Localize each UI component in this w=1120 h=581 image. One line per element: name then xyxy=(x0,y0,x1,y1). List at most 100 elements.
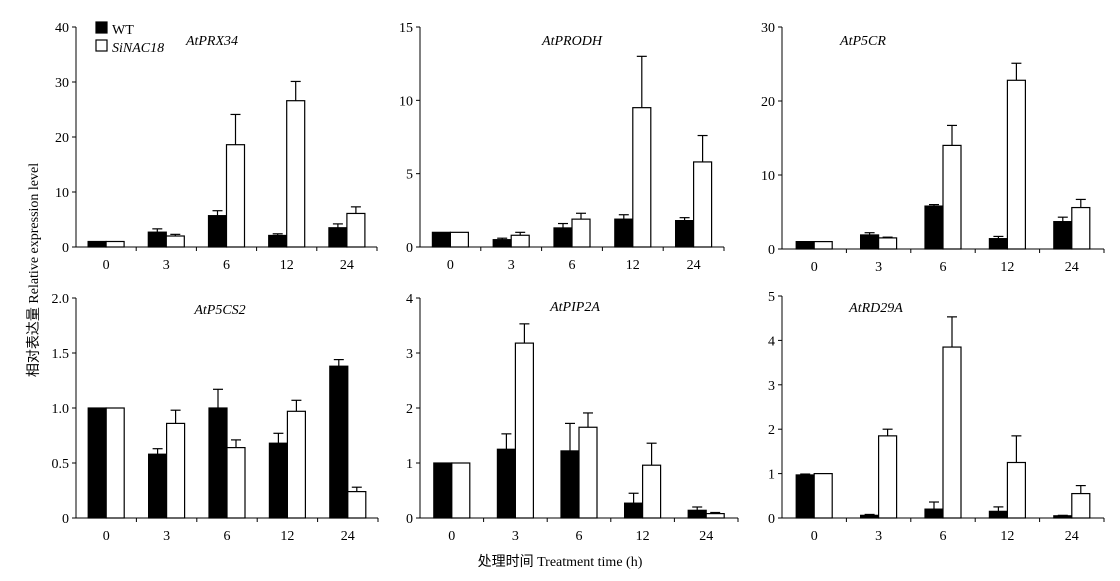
legend-label-wt: WT xyxy=(112,23,134,38)
chart-title: AtPIP2A xyxy=(549,300,600,315)
bar-sinac18 xyxy=(1006,461,1027,519)
bar-sinac18 xyxy=(632,107,652,248)
chart-panel: 0 0.5 1.0 1.5 2.0 0 3 6 12 24 AtP5CS2 xyxy=(52,292,379,544)
bar-wt xyxy=(492,239,512,248)
bar-wt xyxy=(329,365,349,519)
bar-wt xyxy=(207,215,228,248)
bar-wt xyxy=(924,508,944,519)
x-tick-label: 0 xyxy=(811,260,818,275)
bar-wt xyxy=(148,453,168,519)
y-tick-label: 30 xyxy=(55,76,69,91)
chart-panel: 0 10 20 30 40 0 3 6 12 24 AtPRX34 xyxy=(55,21,378,273)
chart-title: AtP5CS2 xyxy=(193,303,245,318)
y-tick-label: 40 xyxy=(55,21,69,36)
y-tick-label: 10 xyxy=(55,186,69,201)
x-tick-label: 12 xyxy=(636,529,650,544)
bar-wt xyxy=(795,241,815,250)
y-tick-label: 0 xyxy=(62,512,69,527)
x-tick-label: 24 xyxy=(341,529,355,544)
y-tick-label: 1 xyxy=(406,457,413,472)
y-tick-label: 0 xyxy=(406,241,413,256)
bar-sinac18 xyxy=(877,237,898,250)
x-tick-label: 24 xyxy=(1065,529,1079,544)
bar-sinac18 xyxy=(1071,206,1091,250)
y-tick-label: 4 xyxy=(406,292,413,307)
y-tick-label: 0 xyxy=(768,243,775,258)
x-tick-label: 6 xyxy=(576,529,583,544)
chart-panel: 0 10 20 30 0 3 6 12 24 AtP5CR xyxy=(761,21,1105,275)
bar-sinac18 xyxy=(226,447,246,519)
x-tick-label: 24 xyxy=(340,258,354,273)
bar-sinac18 xyxy=(571,218,591,248)
bar-wt xyxy=(553,227,573,248)
bar-sinac18 xyxy=(510,234,530,248)
bar-wt xyxy=(1053,515,1073,519)
bar-sinac18 xyxy=(105,407,125,519)
bar-sinac18 xyxy=(1071,492,1091,519)
bar-wt xyxy=(988,238,1009,250)
y-tick-label: 20 xyxy=(761,95,775,110)
bar-sinac18 xyxy=(1006,79,1027,250)
x-tick-label: 6 xyxy=(940,260,947,275)
y-tick-label: 1.0 xyxy=(52,402,70,417)
bar-wt xyxy=(988,510,1009,519)
chart-title: AtP5CR xyxy=(839,34,886,49)
chart-title: AtPRODH xyxy=(541,34,603,49)
bar-sinac18 xyxy=(692,161,713,248)
legend-swatch-wt xyxy=(95,21,108,34)
bar-sinac18 xyxy=(578,426,598,519)
bar-sinac18 xyxy=(514,342,535,519)
legend: WT SiNAC18 xyxy=(95,21,164,56)
bar-wt xyxy=(431,231,451,248)
y-tick-label: 2 xyxy=(406,402,413,417)
bar-sinac18 xyxy=(286,100,306,248)
bar-wt xyxy=(496,448,516,519)
bar-wt xyxy=(687,509,707,519)
x-tick-label: 3 xyxy=(512,529,519,544)
chart-title: AtRD29A xyxy=(848,301,903,316)
y-tick-label: 0 xyxy=(62,241,69,256)
x-tick-label: 3 xyxy=(508,258,515,273)
bar-sinac18 xyxy=(705,512,725,519)
y-tick-label: 5 xyxy=(406,168,413,183)
bar-wt xyxy=(268,234,288,248)
bar-wt xyxy=(859,514,880,519)
bar-wt xyxy=(674,220,695,248)
bar-wt xyxy=(433,462,453,519)
bar-wt xyxy=(560,450,580,519)
bar-sinac18 xyxy=(942,346,962,519)
chart-title: AtPRX34 xyxy=(185,34,238,49)
y-tick-label: 0.5 xyxy=(52,457,70,472)
bar-sinac18 xyxy=(105,240,125,248)
x-tick-label: 12 xyxy=(280,258,294,273)
x-tick-label: 0 xyxy=(448,529,455,544)
y-tick-label: 15 xyxy=(399,21,413,36)
bar-sinac18 xyxy=(286,410,306,519)
x-tick-label: 6 xyxy=(224,529,231,544)
bar-sinac18 xyxy=(813,241,833,250)
bar-sinac18 xyxy=(347,491,367,519)
bar-sinac18 xyxy=(877,435,898,519)
x-tick-label: 12 xyxy=(626,258,640,273)
x-tick-label: 24 xyxy=(687,258,701,273)
x-tick-label: 6 xyxy=(223,258,230,273)
bar-sinac18 xyxy=(449,231,469,248)
x-tick-label: 0 xyxy=(811,529,818,544)
bar-wt xyxy=(859,234,880,250)
y-tick-label: 2.0 xyxy=(52,292,70,307)
x-tick-label: 6 xyxy=(940,529,947,544)
x-tick-label: 3 xyxy=(875,529,882,544)
y-tick-label: 0 xyxy=(406,512,413,527)
y-tick-label: 5 xyxy=(768,290,775,305)
x-tick-label: 12 xyxy=(1000,260,1014,275)
legend-swatch-sinac18 xyxy=(95,39,108,52)
bar-sinac18 xyxy=(942,144,962,250)
y-tick-label: 3 xyxy=(768,379,775,394)
bar-sinac18 xyxy=(813,473,833,519)
bar-wt xyxy=(924,205,944,250)
x-tick-label: 0 xyxy=(103,529,110,544)
x-tick-label: 0 xyxy=(447,258,454,273)
bar-wt xyxy=(795,474,815,519)
